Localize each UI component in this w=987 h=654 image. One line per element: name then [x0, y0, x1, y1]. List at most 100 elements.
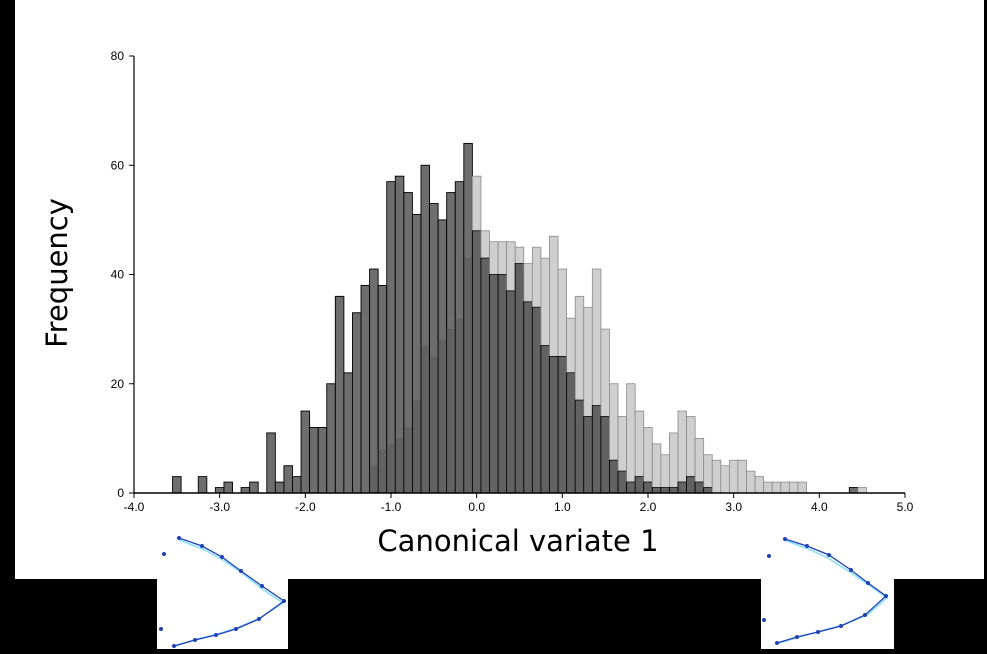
overlap-bar — [370, 465, 378, 493]
overlap-bar — [541, 345, 549, 493]
dark-bar — [309, 427, 319, 494]
overlap-bar — [609, 460, 618, 493]
overlap-bar — [669, 487, 678, 493]
x-axis-ticks: -4.0 -3.0 -2.0 -1.0 0.0 1.0 2.0 3.0 4.0 5.0 — [124, 493, 914, 514]
overlap-bar — [652, 487, 661, 493]
light-bar — [857, 487, 867, 494]
light-bar — [754, 476, 765, 494]
dark-bar — [266, 432, 276, 494]
overlap-bar — [592, 405, 601, 493]
overlap-bar — [567, 372, 575, 493]
overlap-bar — [687, 476, 695, 493]
x-tick-label: -3.0 — [209, 500, 230, 514]
x-tick-label: -1.0 — [381, 500, 402, 514]
right-shape-landmarks — [762, 537, 888, 645]
dark-bar — [172, 476, 182, 494]
light-bar — [720, 465, 730, 494]
dark-bar — [214, 487, 225, 494]
light-bar — [651, 443, 662, 494]
x-tick-label: 4.0 — [811, 500, 828, 514]
overlap-bar — [695, 482, 704, 493]
light-bar — [677, 410, 687, 494]
overlap-bar — [678, 482, 687, 493]
dark-bar — [197, 476, 208, 494]
overlap-bar — [532, 307, 541, 493]
light-bar — [763, 481, 773, 494]
overlap-bar — [395, 438, 404, 493]
dark-bar — [274, 481, 285, 494]
light-bar — [711, 459, 722, 494]
light-bar — [780, 481, 790, 494]
right-shape-diagram — [762, 537, 889, 645]
overlap-bar — [515, 263, 524, 493]
overlap-bar — [549, 356, 558, 493]
x-tick-label: 2.0 — [640, 500, 657, 514]
overlap-bar — [635, 476, 644, 493]
dark-bar — [343, 372, 353, 494]
overlap-bar — [481, 258, 490, 493]
overlap-bar — [507, 290, 515, 493]
x-tick-label: 5.0 — [897, 500, 914, 514]
x-tick-label: 1.0 — [554, 500, 571, 514]
left-shape-outline-light — [174, 539, 285, 647]
overlap-bar — [661, 487, 669, 493]
overlap-bar — [575, 400, 584, 493]
overlap-bar — [421, 345, 430, 493]
dark-bar — [240, 487, 251, 494]
dark-bar — [360, 284, 371, 494]
overlap-bar — [490, 274, 498, 493]
light-bar — [669, 432, 679, 494]
overlap-bar — [378, 449, 387, 493]
overlap-bar — [447, 329, 455, 493]
overlap-bar — [430, 356, 438, 493]
light-bar — [746, 470, 756, 494]
overlap-bar — [627, 482, 635, 493]
overlap-bar — [618, 471, 627, 493]
dark-bar — [326, 383, 336, 494]
overlap-bar — [498, 274, 507, 493]
x-tick-label: -2.0 — [295, 500, 316, 514]
overlap-bar — [644, 482, 652, 493]
x-axis-title: Canonical variate 1 — [377, 524, 658, 558]
overlap-bar — [558, 356, 567, 493]
light-bar — [797, 481, 807, 494]
x-tick-label: 3.0 — [725, 500, 742, 514]
dark-bar — [334, 295, 345, 494]
y-tick-label: 20 — [111, 377, 125, 391]
dark-bar — [292, 476, 302, 494]
light-bar — [771, 481, 782, 494]
right-shape-panel — [761, 535, 894, 649]
overlap-bar — [704, 487, 712, 493]
y-tick-label: 0 — [117, 486, 124, 500]
left-shape-diagram — [159, 536, 286, 648]
overlap-bar — [584, 416, 592, 493]
left-shape-landmarks — [159, 536, 286, 648]
histogram-bars — [172, 142, 867, 494]
overlap-bar — [524, 301, 532, 493]
overlap-bar — [387, 443, 395, 493]
overlap-bar — [472, 230, 481, 494]
dark-bar — [249, 481, 259, 494]
y-tick-label: 80 — [111, 49, 125, 63]
overlap-bar — [412, 400, 421, 493]
dark-bar — [317, 427, 328, 494]
light-bar — [788, 481, 799, 494]
light-bar — [626, 383, 636, 494]
light-bar — [728, 459, 739, 494]
y-axis-ticks: 0 20 40 60 80 — [111, 49, 134, 500]
dark-bar — [283, 465, 293, 494]
dark-bar — [223, 481, 233, 494]
overlap-bar — [438, 340, 447, 493]
dark-bar — [300, 410, 311, 494]
y-axis-title: Frequency — [40, 198, 74, 348]
y-tick-label: 40 — [111, 268, 125, 282]
light-bar — [737, 459, 747, 494]
x-tick-label: 0.0 — [468, 500, 485, 514]
overlap-bar — [404, 427, 412, 493]
dark-bar — [848, 487, 859, 494]
x-tick-label: -4.0 — [124, 500, 145, 514]
y-tick-label: 60 — [111, 158, 125, 172]
overlap-bar — [455, 318, 464, 493]
